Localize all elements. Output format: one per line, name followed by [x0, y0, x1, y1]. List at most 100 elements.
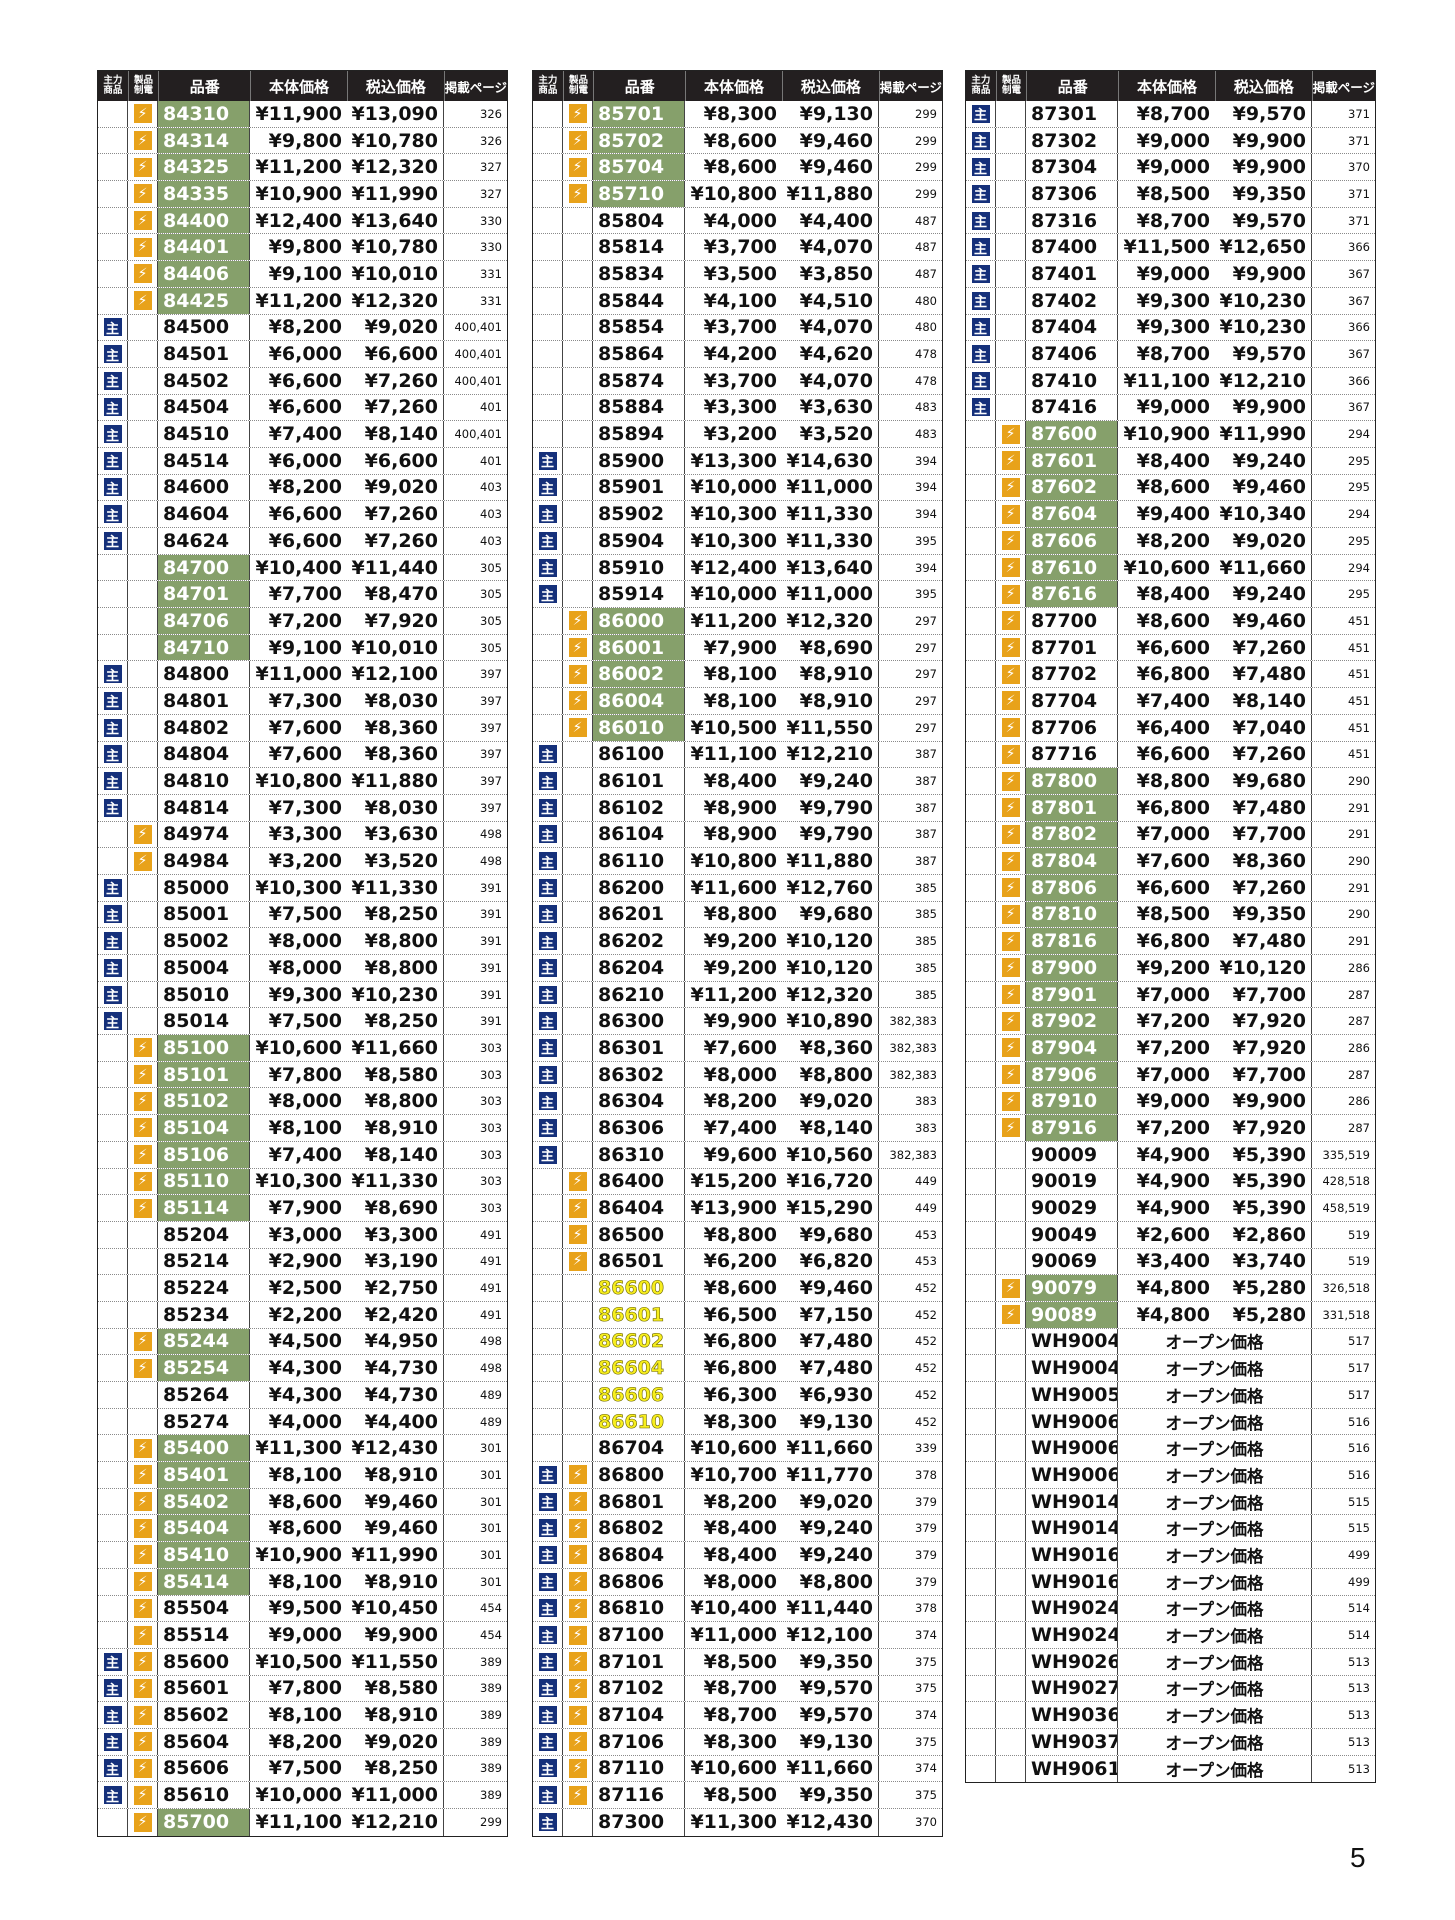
- lightning-icon: ⚡: [1001, 1278, 1020, 1298]
- table-row: 主 87306 ¥8,500 ¥9,350 371: [966, 181, 1375, 208]
- table-row: WH90245オープン価格514: [966, 1595, 1375, 1623]
- body-price: ¥8,000: [268, 1090, 342, 1113]
- main-product-cell: [98, 101, 128, 127]
- body-price: ¥10,900: [255, 1543, 342, 1566]
- antistatic-cell: [128, 474, 158, 501]
- table-row: ⚡ 85414 ¥8,100 ¥8,910 301: [98, 1568, 507, 1596]
- main-product-cell: [98, 1035, 128, 1061]
- tax-price: ¥9,570: [782, 1702, 879, 1728]
- table-row: WH90065オープン価格516: [966, 1435, 1375, 1463]
- antistatic-cell: ⚡: [128, 127, 158, 154]
- antistatic-cell: [128, 1382, 158, 1408]
- catalog-page: 371: [1348, 186, 1370, 201]
- body-price: ¥8,200: [268, 316, 342, 339]
- open-price: オープン価格: [1118, 1328, 1312, 1355]
- tax-price: ¥9,460: [1215, 608, 1312, 634]
- product-code: 87804: [1026, 848, 1118, 874]
- table-row: 85874 ¥3,700 ¥4,070 478: [533, 367, 942, 395]
- main-product-cell: [98, 127, 128, 154]
- table-row: 主 ⚡ 86801 ¥8,200 ¥9,020 379: [533, 1488, 942, 1516]
- main-product-badge: 主: [103, 1732, 122, 1751]
- open-price: オープン価格: [1118, 1462, 1312, 1488]
- body-price: ¥8,000: [268, 956, 342, 979]
- lightning-icon: ⚡: [1001, 1118, 1020, 1138]
- main-product-cell: [966, 741, 996, 768]
- body-price: ¥10,700: [690, 1463, 777, 1486]
- main-product-cell: [966, 421, 996, 447]
- product-code: 85274: [158, 1408, 250, 1435]
- antistatic-cell: [563, 287, 593, 314]
- main-product-cell: 主: [533, 1622, 563, 1648]
- main-product-cell: [98, 1328, 128, 1355]
- body-price: ¥7,400: [268, 423, 342, 446]
- antistatic-cell: ⚡: [128, 1542, 158, 1568]
- table-row: 主 85901 ¥10,000 ¥11,000 394: [533, 474, 942, 502]
- catalog-page: 395: [915, 587, 937, 602]
- table-row: 主 86302 ¥8,000 ¥8,800 382,383: [533, 1061, 942, 1089]
- body-price: ¥8,500: [703, 1650, 777, 1673]
- main-product-cell: 主: [98, 741, 128, 768]
- table-row: 主 86100 ¥11,100 ¥12,210 387: [533, 741, 942, 769]
- product-code: 87400: [1026, 234, 1118, 261]
- catalog-page: 385: [915, 934, 937, 949]
- table-row: 主 86200 ¥11,600 ¥12,760 385: [533, 874, 942, 902]
- main-product-cell: [533, 154, 563, 181]
- catalog-page: 287: [1348, 1067, 1370, 1082]
- table-row: ⚡ 85710 ¥10,800 ¥11,880 299: [533, 181, 942, 208]
- open-price: オープン価格: [1118, 1595, 1312, 1622]
- lightning-icon: ⚡: [133, 1705, 152, 1725]
- main-product-cell: 主: [533, 581, 563, 608]
- lightning-icon: ⚡: [133, 237, 152, 257]
- main-product-cell: [533, 1435, 563, 1462]
- product-code: 85404: [158, 1515, 250, 1542]
- catalog-page: 389: [480, 1788, 502, 1803]
- table-row: 90049 ¥2,600 ¥2,860 519: [966, 1221, 1375, 1249]
- antistatic-cell: [996, 341, 1026, 367]
- main-product-cell: [966, 1488, 996, 1515]
- main-product-badge: 主: [538, 1492, 557, 1511]
- table-row: WH90056オープン価格517: [966, 1382, 1375, 1409]
- body-price: ¥2,500: [268, 1277, 342, 1300]
- product-code: 87604: [1026, 501, 1118, 527]
- main-product-cell: 主: [966, 127, 996, 154]
- catalog-page: 389: [480, 1654, 502, 1669]
- antistatic-cell: ⚡: [563, 608, 593, 634]
- product-code: 85704: [593, 154, 685, 181]
- product-code: 86304: [593, 1088, 685, 1115]
- product-code: 84504: [158, 394, 250, 421]
- tax-price: ¥8,030: [347, 688, 444, 714]
- body-price: ¥8,700: [703, 1704, 777, 1727]
- product-code: 87106: [593, 1728, 685, 1755]
- catalog-page: 389: [480, 1681, 502, 1696]
- product-code: 87602: [1026, 474, 1118, 501]
- table-row: ⚡ 84425 ¥11,200 ¥12,320 331: [98, 287, 507, 315]
- table-row: ⚡ 86404 ¥13,900 ¥15,290 449: [533, 1195, 942, 1222]
- catalog-page: 387: [915, 747, 937, 762]
- body-price: ¥9,200: [1136, 956, 1210, 979]
- page-number: 5: [1350, 1842, 1366, 1873]
- lightning-icon: ⚡: [133, 1492, 152, 1512]
- product-code: 86302: [593, 1061, 685, 1088]
- table-row: 主 ⚡ 85601 ¥7,800 ¥8,580 389: [98, 1675, 507, 1703]
- main-product-cell: 主: [533, 901, 563, 928]
- body-price: ¥6,300: [703, 1383, 777, 1406]
- antistatic-cell: ⚡: [563, 1782, 593, 1808]
- table-row: 主 87410 ¥11,100 ¥12,210 366: [966, 367, 1375, 395]
- main-product-badge: 主: [103, 1706, 122, 1725]
- lightning-icon: ⚡: [568, 691, 587, 711]
- table-row: 主 ⚡ 85610 ¥10,000 ¥11,000 389: [98, 1782, 507, 1809]
- main-product-cell: [966, 1221, 996, 1248]
- main-product-cell: 主: [98, 341, 128, 367]
- catalog-page: 303: [480, 1120, 502, 1135]
- main-product-cell: [966, 794, 996, 821]
- main-product-badge: 主: [103, 318, 122, 337]
- body-price: ¥10,300: [255, 1170, 342, 1193]
- main-product-cell: [966, 1675, 996, 1702]
- catalog-page: 301: [480, 1521, 502, 1536]
- main-product-badge: 主: [103, 1012, 122, 1031]
- product-code: 85910: [593, 554, 685, 581]
- catalog-page: 452: [915, 1414, 937, 1429]
- tax-price: ¥11,330: [347, 874, 444, 901]
- catalog-page: 452: [915, 1281, 937, 1296]
- product-code: 87706: [1026, 714, 1118, 741]
